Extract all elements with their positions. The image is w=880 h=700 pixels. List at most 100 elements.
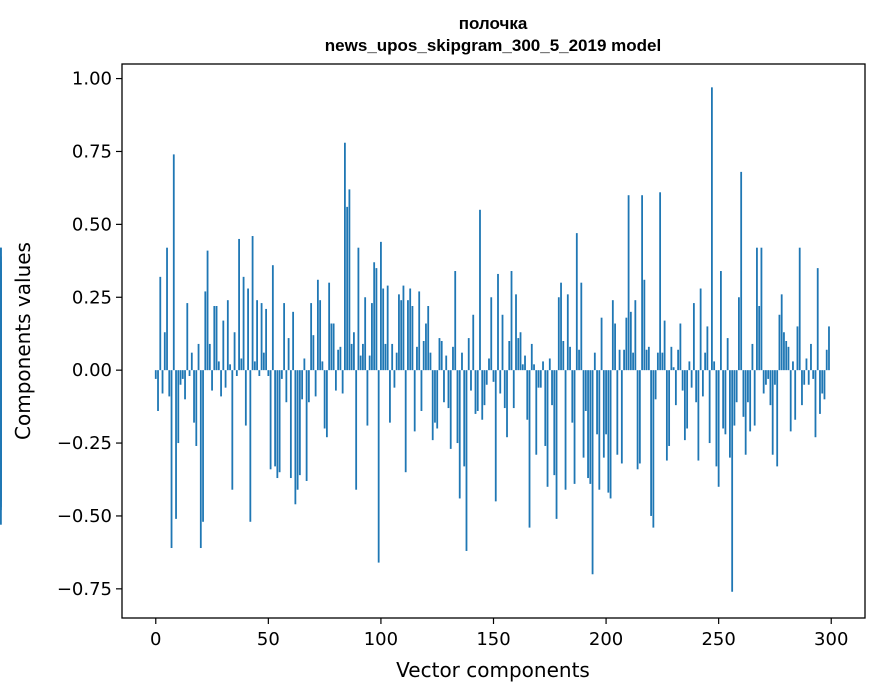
bar-component-70 bbox=[312, 335, 315, 371]
bar-component-4 bbox=[163, 332, 166, 371]
x-tick-label: 200 bbox=[589, 629, 623, 650]
bar-component-24 bbox=[208, 343, 211, 371]
bar-component-117 bbox=[418, 291, 421, 371]
bar-component-22 bbox=[204, 291, 207, 371]
bar-component-240 bbox=[695, 370, 698, 403]
bar-component-36 bbox=[235, 370, 238, 376]
bar-component-76 bbox=[325, 370, 328, 438]
bar-component-201 bbox=[607, 370, 610, 493]
bar-component-219 bbox=[647, 346, 650, 371]
bar-component-290 bbox=[807, 370, 810, 385]
bar-component-53 bbox=[274, 370, 276, 467]
bar-component-163 bbox=[521, 364, 524, 371]
bar-component-227 bbox=[665, 370, 668, 461]
bar-component-230 bbox=[672, 367, 675, 371]
bar-component-93 bbox=[364, 297, 367, 371]
bar-component-172 bbox=[542, 361, 544, 371]
x-axis-label: Vector components bbox=[396, 658, 590, 682]
bar-component-134 bbox=[456, 370, 459, 444]
bar-component-56 bbox=[280, 370, 283, 379]
bar-component-42 bbox=[249, 370, 252, 522]
bar-component-31 bbox=[224, 370, 227, 388]
bar-component-20 bbox=[199, 370, 202, 549]
bar-component-286 bbox=[798, 247, 801, 371]
bar-component-142 bbox=[474, 370, 477, 414]
bar-component-184 bbox=[569, 346, 571, 371]
bar-component-41 bbox=[247, 288, 249, 371]
bar-component-14 bbox=[186, 303, 189, 371]
bar-component-122 bbox=[429, 352, 432, 371]
bar-component-200 bbox=[605, 370, 607, 435]
bar-component-15 bbox=[188, 370, 191, 376]
bar-component-164 bbox=[524, 355, 526, 371]
bar-component-78 bbox=[330, 323, 333, 371]
bar-component-90 bbox=[357, 247, 360, 371]
bar-component-115 bbox=[413, 370, 416, 432]
bar-component-52 bbox=[271, 265, 274, 371]
bar-component-37 bbox=[238, 238, 240, 371]
bar-component-2 bbox=[159, 276, 162, 371]
bar-component-48 bbox=[262, 352, 265, 371]
bar-component-173 bbox=[544, 370, 547, 446]
bar-component-204 bbox=[614, 323, 616, 371]
bar-component-61 bbox=[292, 311, 295, 371]
bar-component-187 bbox=[575, 233, 578, 371]
bar-component-98 bbox=[375, 268, 378, 371]
bar-component-260 bbox=[740, 171, 743, 371]
bar-component-263 bbox=[747, 370, 749, 403]
bar-component-202 bbox=[609, 370, 612, 499]
y-tick-label: 0.50 bbox=[72, 214, 112, 235]
bar-component-83 bbox=[341, 370, 344, 394]
bar-component-7 bbox=[170, 370, 173, 549]
bar-component-285 bbox=[796, 326, 799, 371]
bar-component-175 bbox=[548, 358, 551, 371]
bar-component-11 bbox=[179, 370, 182, 385]
bar-component-234 bbox=[681, 370, 684, 391]
bar-component-215 bbox=[638, 370, 641, 464]
bar-component-29 bbox=[220, 370, 222, 397]
chart-title-line-2: news_upos_skipgram_300_5_2019 model bbox=[325, 36, 661, 55]
bar-component-154 bbox=[501, 314, 504, 371]
bar-component-44 bbox=[253, 361, 256, 371]
bar-component-206 bbox=[618, 349, 621, 371]
bar-component-27 bbox=[215, 306, 218, 371]
bar-component-213 bbox=[634, 300, 637, 371]
bar-component-40 bbox=[244, 370, 247, 426]
bar-component-190 bbox=[582, 370, 585, 458]
bar-component-99 bbox=[377, 370, 380, 563]
bar-component-50 bbox=[267, 370, 270, 376]
bar-component-91 bbox=[359, 355, 362, 371]
bar-component-185 bbox=[571, 370, 574, 423]
bar-component-247 bbox=[711, 87, 713, 371]
bar-component-171 bbox=[539, 370, 542, 388]
bar-component-126 bbox=[438, 338, 441, 371]
bar-component-249 bbox=[715, 370, 718, 467]
bar-component-82 bbox=[339, 346, 342, 371]
bar-component-137 bbox=[463, 370, 466, 467]
bar-component-282 bbox=[789, 370, 792, 432]
bar-component-141 bbox=[472, 314, 475, 371]
bar-component-114 bbox=[411, 306, 414, 371]
bar-component-121 bbox=[427, 306, 430, 371]
bar-component-143 bbox=[476, 370, 479, 411]
bar-component-57 bbox=[283, 303, 286, 371]
bar-component-179 bbox=[557, 297, 560, 371]
bar-component-161 bbox=[517, 338, 520, 371]
bar-component-67 bbox=[305, 370, 308, 481]
bar-component-129 bbox=[445, 355, 448, 371]
bar-component-96 bbox=[371, 303, 373, 371]
bar-component-158 bbox=[510, 271, 513, 371]
bar-component-222 bbox=[654, 370, 657, 400]
bar-component-165 bbox=[526, 370, 529, 420]
bar-component-167 bbox=[530, 343, 533, 371]
bar-component-51 bbox=[269, 370, 272, 470]
bar-component-236 bbox=[686, 370, 689, 429]
bar-component-80 bbox=[334, 370, 337, 391]
bar-component-278 bbox=[780, 294, 783, 371]
bar-component-153 bbox=[499, 370, 502, 394]
bar-component-103 bbox=[386, 285, 389, 371]
bar-component-0 bbox=[154, 370, 157, 379]
bar-component-55 bbox=[278, 370, 281, 473]
bar-component-181 bbox=[562, 341, 565, 371]
